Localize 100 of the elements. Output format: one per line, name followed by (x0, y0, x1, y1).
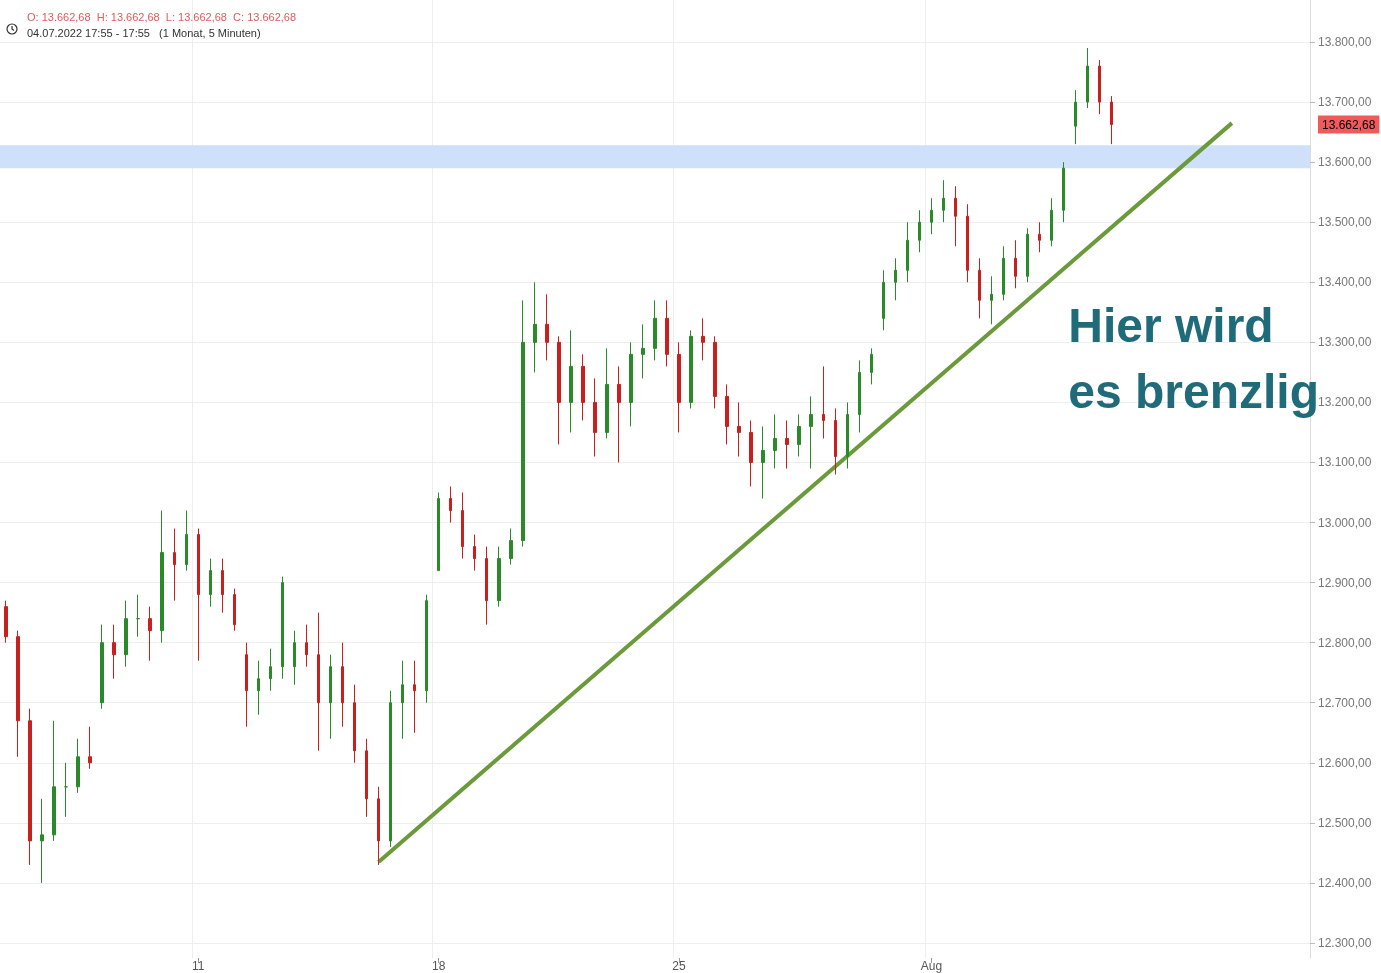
candlestick (545, 293, 549, 361)
candlestick (785, 419, 789, 469)
candlestick (918, 209, 921, 253)
y-tick-label: 12.700,00 (1318, 695, 1372, 710)
candlestick (701, 317, 705, 361)
y-tick-label: 13.800,00 (1318, 35, 1372, 50)
candlestick (197, 528, 200, 662)
candlestick (930, 197, 933, 235)
candlestick (822, 365, 825, 439)
candlestick (1002, 245, 1005, 301)
candlestick (569, 329, 573, 433)
candlestick (112, 624, 116, 680)
candlestick (1038, 221, 1041, 253)
candlestick (1086, 47, 1089, 109)
candlestick (1050, 197, 1053, 247)
annotation: Hier wird es brenzlig (1068, 298, 1319, 418)
candlestick (185, 510, 188, 572)
candlestick (809, 395, 813, 469)
candlestick (16, 630, 20, 758)
candlestick (173, 528, 176, 602)
y-tick-label: 12.500,00 (1318, 815, 1372, 830)
candlestick (521, 299, 525, 548)
candlestick (677, 341, 681, 433)
y-tick-label: 13.100,00 (1318, 455, 1372, 470)
y-tick-label: 13.700,00 (1318, 95, 1372, 110)
candlestick (942, 179, 945, 223)
y-tick-label: 12.800,00 (1318, 635, 1372, 650)
candlestick (641, 323, 645, 379)
candlestick (341, 642, 344, 728)
candlestick (858, 359, 861, 433)
candlestick (136, 594, 140, 638)
candlestick (581, 353, 585, 421)
candlestick (689, 329, 693, 409)
candlestick (713, 335, 717, 409)
text: 04.07.2022 17:55 - 17:55 (1 Monat, 5 Minuten) (27, 26, 261, 39)
candlestick (389, 690, 392, 848)
candlestick (76, 738, 80, 794)
y-tick-label: 12.300,00 (1318, 935, 1372, 950)
candlestick (281, 576, 284, 680)
candlestick (593, 377, 597, 457)
candlestick (966, 203, 969, 283)
candlestick (28, 708, 32, 866)
candlestick (653, 299, 657, 361)
candlestick (533, 281, 537, 373)
candlestick (473, 534, 476, 572)
candlestick (1110, 95, 1113, 145)
y-tick-label: 12.900,00 (1318, 575, 1372, 590)
x-tick-label: Aug (920, 959, 943, 973)
x-tick-label: 25 (672, 959, 687, 973)
candlestick (437, 492, 440, 572)
candlestick (317, 612, 320, 752)
candlestick (485, 546, 488, 626)
candlestick (209, 558, 212, 608)
candlestick (629, 341, 633, 427)
candlestick (100, 624, 104, 710)
candlestick (990, 275, 993, 325)
candlestick (425, 594, 428, 704)
candlestick (1062, 161, 1065, 223)
y-tick-label: 12.400,00 (1318, 875, 1372, 890)
y-tick-label: 13.000,00 (1318, 515, 1372, 530)
candlestick (797, 413, 801, 457)
text: 13.662,68 (1322, 117, 1376, 132)
candlestick (749, 419, 753, 488)
candlestick (160, 510, 164, 644)
candlestick (413, 660, 416, 734)
candlestick (377, 786, 380, 866)
candlestick (124, 600, 128, 668)
candlestick (557, 335, 561, 445)
y-tick-label: 13.400,00 (1318, 275, 1372, 290)
candlestick (233, 588, 236, 632)
candlestick (1014, 239, 1017, 289)
candlestick (906, 221, 909, 283)
candlestick (293, 630, 296, 686)
text: O: 13.662,68 H: 13.662,68 L: 13.662,68 C: 13.662,68 (27, 10, 297, 23)
candlestick (761, 425, 765, 500)
y-tick-label: 13.600,00 (1318, 155, 1372, 170)
candlestick (1026, 227, 1029, 283)
y-tick-label: 12.600,00 (1318, 755, 1372, 770)
candlestick (894, 257, 897, 301)
candlestick (509, 528, 513, 566)
candlestick (401, 660, 404, 740)
y-tick-label: 13.500,00 (1318, 215, 1372, 230)
y-tick-label: 13.200,00 (1318, 395, 1372, 410)
candlestick (665, 299, 669, 367)
candlestick (305, 624, 308, 668)
candlestick (954, 185, 957, 247)
candlestick (365, 738, 368, 818)
x-tick-label: 11 (192, 959, 205, 973)
candlestick (1074, 89, 1077, 145)
candlestick (617, 365, 621, 463)
candlestick (221, 558, 224, 614)
candlestick (88, 726, 92, 770)
candlestick (353, 684, 356, 764)
x-tick-label: 18 (431, 959, 446, 973)
candlestick (773, 413, 777, 469)
candlestick (40, 798, 44, 884)
candlestick (329, 654, 332, 740)
candlestick (4, 600, 8, 644)
candlestick (64, 762, 68, 818)
candlestick (245, 642, 248, 728)
